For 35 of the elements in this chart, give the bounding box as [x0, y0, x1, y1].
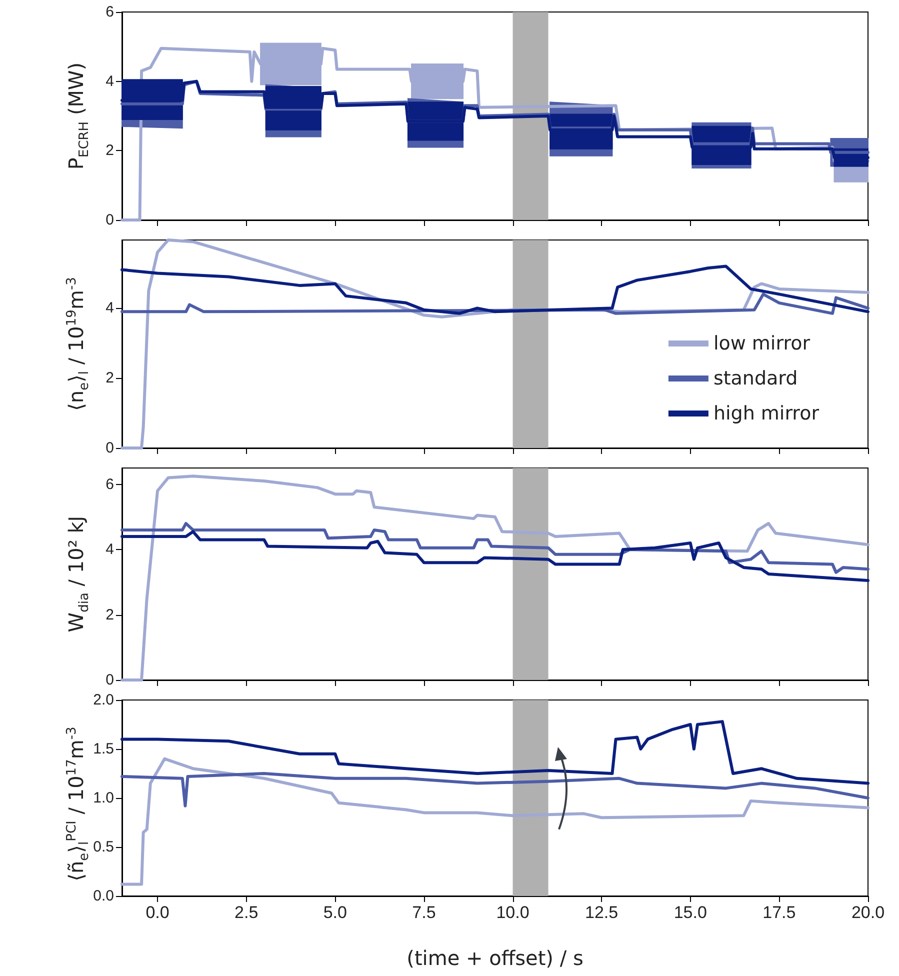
x-tick-label: 10.0	[496, 903, 530, 922]
y-tick-label: 4	[106, 72, 114, 90]
legend-label: standard	[713, 368, 798, 390]
x-tick-label: 17.5	[762, 903, 796, 922]
y-tick-label: 0	[106, 440, 114, 456]
y-tick-label: 0	[106, 212, 114, 228]
x-tick-label: 7.5	[412, 903, 436, 922]
y-tick-label: 0	[106, 672, 114, 688]
x-tick-label: 12.5	[585, 903, 618, 922]
legend-label: high mirror	[713, 402, 820, 424]
y-tick-label: 4	[106, 300, 114, 317]
legend-label: low mirror	[713, 332, 810, 354]
line-series	[120, 530, 870, 582]
x-tick-label: 2.5	[234, 903, 258, 922]
y-tick-label: 6	[106, 4, 114, 20]
line-series	[120, 720, 870, 785]
y-tick-label: 6	[106, 476, 114, 493]
line-series	[120, 757, 870, 886]
x-axis-title: (time + offset) / s	[406, 946, 584, 970]
y-tick-label: 2.0	[93, 692, 114, 708]
line-series	[120, 264, 870, 315]
y-tick-label: 1.5	[93, 740, 114, 758]
x-tick-label: 5.0	[323, 903, 347, 922]
y-tick-label: 4	[106, 541, 114, 558]
y-tick-label: 2	[106, 142, 114, 160]
x-tick-label: 20.0	[851, 903, 885, 922]
y-tick-label: 0.0	[93, 888, 114, 904]
line-series	[120, 772, 870, 808]
y-tick-label: 2	[106, 606, 114, 624]
y-tick-label: 1.0	[93, 790, 114, 806]
y-tick-label: 2	[106, 370, 114, 387]
line-series	[120, 522, 870, 574]
y-tick-label: 0.5	[93, 838, 114, 856]
x-tick-label: 15.0	[674, 903, 707, 922]
x-tick-label: 0.0	[146, 903, 170, 922]
